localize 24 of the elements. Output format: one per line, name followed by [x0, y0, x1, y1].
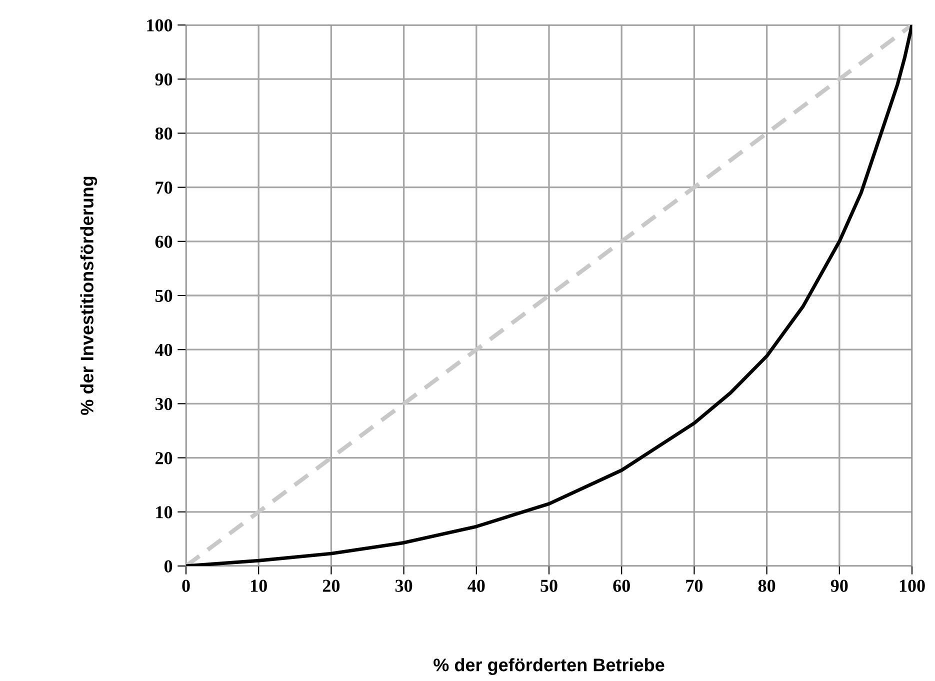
x-tick-label: 10	[251, 580, 267, 592]
y-tick-label: 70	[156, 182, 172, 194]
x-tick-label: 50	[540, 580, 558, 592]
y-tick-label: 60	[155, 236, 172, 248]
x-tick-label: 80	[758, 580, 776, 592]
x-tick-label: 30	[395, 580, 412, 592]
x-tick-label: 100	[900, 580, 925, 592]
y-tick-label: 80	[155, 127, 172, 140]
x-tick-label: 0	[182, 580, 190, 592]
y-tick-label: 100	[147, 19, 172, 32]
y-tick-label: 20	[156, 452, 172, 464]
x-tick-label: 20	[322, 580, 340, 592]
y-tick-label: 50	[155, 290, 172, 302]
y-tick-label: 30	[155, 398, 172, 410]
y-tick-label: 0	[164, 560, 172, 572]
x-tick-label: 40	[468, 580, 485, 592]
y-axis-title: % der Investitionsförderung	[80, 176, 98, 415]
x-axis-title: % der geförderten Betriebe	[434, 658, 664, 675]
y-tick-label: 90	[155, 73, 172, 86]
y-tick-label: 10	[156, 506, 172, 518]
x-tick-label: 90	[830, 580, 848, 592]
y-tick-label: 40	[155, 344, 172, 356]
x-tick-label: 60	[613, 580, 630, 592]
x-tick-label: 70	[686, 580, 703, 592]
